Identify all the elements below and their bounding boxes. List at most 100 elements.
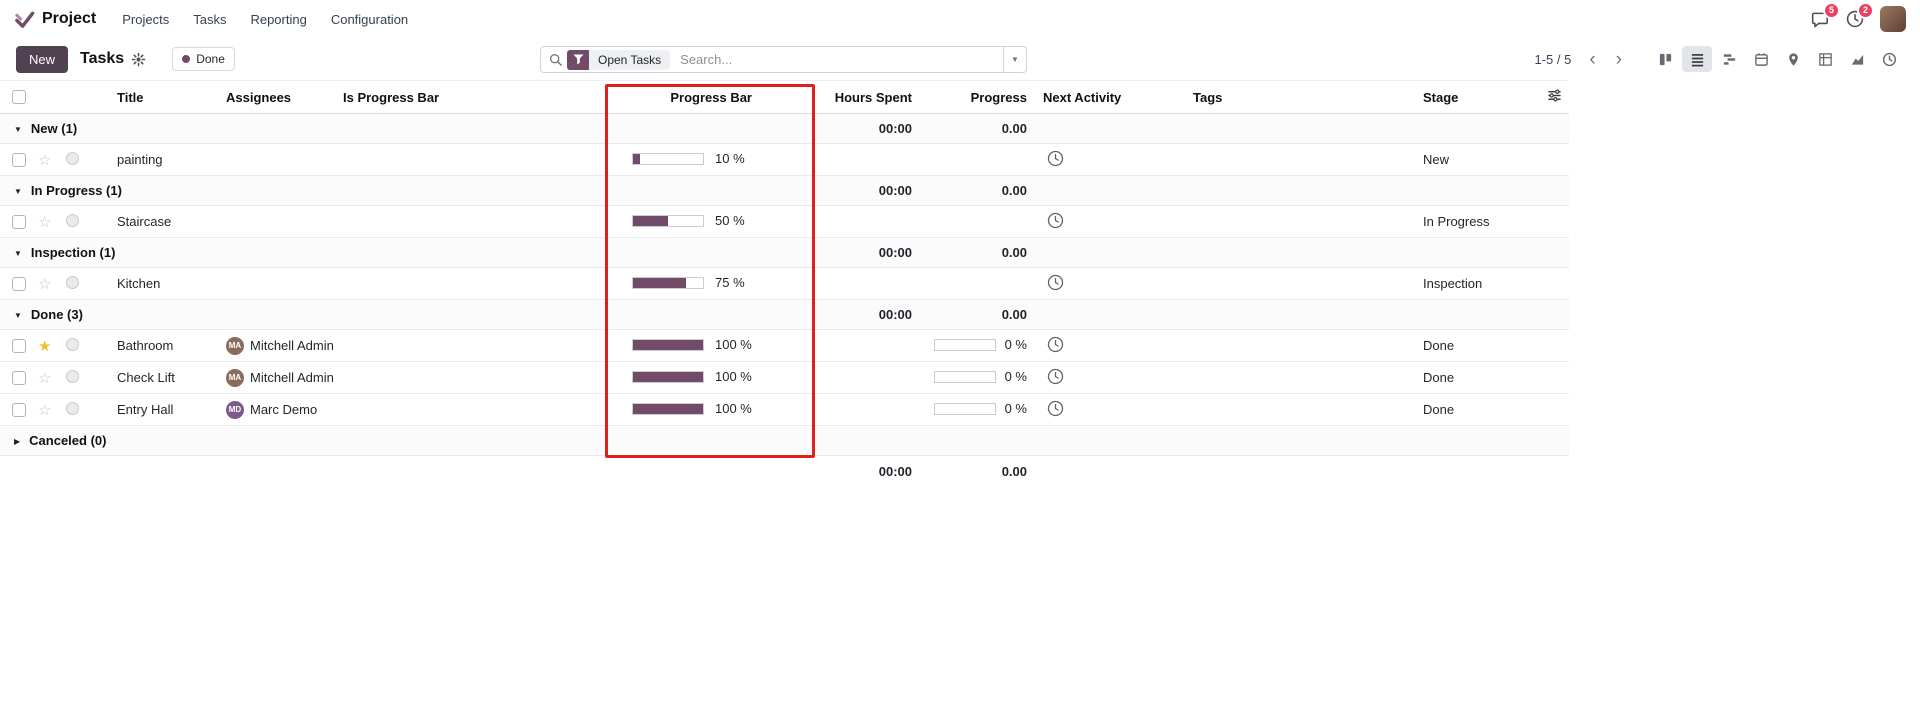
row-checkbox[interactable] — [12, 152, 26, 167]
priority-star-icon[interactable]: ☆ — [38, 369, 52, 387]
group-label: In Progress (1) — [30, 183, 122, 198]
select-all-checkbox[interactable] — [12, 90, 26, 104]
stage-indicator-pill[interactable]: Done — [172, 47, 235, 71]
filter-funnel-icon — [567, 49, 589, 70]
menu-item-configuration[interactable]: Configuration — [330, 11, 409, 27]
view-switch-list[interactable] — [1682, 46, 1712, 72]
task-state-icon[interactable] — [66, 369, 79, 383]
group-label: Canceled (0) — [29, 433, 107, 448]
next-activity-clock-icon[interactable] — [1043, 368, 1064, 385]
activities-badge: 2 — [1858, 4, 1872, 17]
priority-star-icon[interactable]: ★ — [38, 337, 52, 355]
group-header-row[interactable]: ▶ Canceled (0) — [0, 425, 1569, 456]
row-checkbox[interactable] — [12, 370, 26, 385]
new-button[interactable]: New — [16, 45, 69, 73]
group-hours-total: 00:00 — [760, 175, 920, 206]
view-switch-activity[interactable] — [1874, 46, 1904, 72]
col-assignees[interactable]: Assignees — [218, 80, 335, 114]
task-state-icon[interactable] — [66, 213, 79, 227]
next-activity-clock-icon[interactable] — [1043, 274, 1064, 291]
search-dropdown-toggle[interactable]: ▼ — [1003, 47, 1026, 72]
col-next-activity[interactable]: Next Activity — [1035, 80, 1185, 114]
view-switch-calendar[interactable] — [1746, 46, 1776, 72]
group-header-row[interactable]: ▼ Done (3) 00:00 0.00 — [0, 299, 1569, 330]
col-is-progress-bar[interactable]: Is Progress Bar — [335, 80, 590, 114]
caret-down-icon[interactable]: ▼ — [14, 187, 22, 197]
gear-icon[interactable] — [131, 52, 146, 67]
stage-label: Inspection — [1415, 267, 1547, 300]
priority-star-icon[interactable]: ☆ — [38, 213, 52, 231]
caret-down-icon[interactable]: ▼ — [14, 125, 22, 135]
col-tags[interactable]: Tags — [1185, 80, 1415, 114]
caret-right-icon[interactable]: ▶ — [14, 437, 21, 447]
total-hours-spent: 00:00 — [878, 464, 912, 480]
task-row[interactable]: ☆ painting 10 % New — [0, 143, 1569, 176]
activities-icon[interactable]: 2 — [1846, 4, 1872, 28]
view-switch-pivot[interactable] — [1810, 46, 1840, 72]
priority-star-icon[interactable]: ☆ — [38, 401, 52, 419]
group-progress-total: 0.00 — [920, 113, 1035, 144]
caret-down-icon[interactable]: ▼ — [14, 249, 22, 259]
col-stage[interactable]: Stage — [1415, 80, 1547, 114]
task-row[interactable]: ☆ Staircase 50 % In Progress — [0, 205, 1569, 238]
view-switch-map[interactable] — [1778, 46, 1808, 72]
view-switch-kanban[interactable] — [1650, 46, 1680, 72]
menu-item-projects[interactable]: Projects — [122, 11, 170, 27]
progress-mini-bar: 0 % — [933, 369, 1027, 384]
task-state-icon[interactable] — [66, 337, 79, 351]
col-progress[interactable]: Progress — [920, 80, 1035, 114]
task-row[interactable]: ☆ Kitchen 75 % Inspection — [0, 267, 1569, 300]
search-input[interactable] — [678, 51, 1003, 68]
next-activity-clock-icon[interactable] — [1043, 212, 1064, 229]
row-checkbox[interactable] — [12, 214, 26, 229]
task-state-icon[interactable] — [66, 151, 79, 165]
task-row[interactable]: ☆ Check Lift MA Mitchell Admin 100 % 0 % Done — [0, 361, 1569, 394]
stage-label: Done — [1415, 329, 1547, 362]
row-checkbox[interactable] — [12, 338, 26, 353]
pager-next-button[interactable]: › — [1610, 50, 1628, 69]
priority-star-icon[interactable]: ☆ — [38, 151, 52, 169]
next-activity-clock-icon[interactable] — [1043, 400, 1064, 417]
messages-badge: 5 — [1824, 3, 1838, 17]
group-header-row[interactable]: ▼ In Progress (1) 00:00 0.00 — [0, 175, 1569, 206]
row-checkbox[interactable] — [12, 276, 26, 291]
optional-columns-toggle[interactable] — [1547, 80, 1569, 114]
table-header-row: Title Assignees Is Progress Bar Progress… — [0, 80, 1569, 114]
col-star — [30, 80, 58, 114]
task-title[interactable]: Bathroom — [103, 329, 218, 362]
group-header-row[interactable]: ▼ New (1) 00:00 0.00 — [0, 113, 1569, 144]
menu-item-tasks[interactable]: Tasks — [193, 11, 227, 27]
view-switch-gantt[interactable] — [1714, 46, 1744, 72]
next-activity-clock-icon[interactable] — [1043, 150, 1064, 167]
user-avatar[interactable] — [1880, 6, 1906, 32]
group-header-row[interactable]: ▼ Inspection (1) 00:00 0.00 — [0, 237, 1569, 268]
stage-label: New — [1415, 143, 1547, 176]
task-title[interactable]: painting — [103, 143, 218, 176]
menu-item-reporting[interactable]: Reporting — [250, 11, 307, 27]
task-row[interactable]: ★ Bathroom MA Mitchell Admin 100 % 0 % Done — [0, 329, 1569, 362]
task-title[interactable]: Kitchen — [103, 267, 218, 300]
next-activity-clock-icon[interactable] — [1043, 336, 1064, 353]
priority-star-icon[interactable]: ☆ — [38, 275, 52, 293]
assignee-name: Mitchell Admin — [250, 338, 334, 354]
task-title[interactable]: Check Lift — [103, 361, 218, 394]
messages-icon[interactable]: 5 — [1811, 3, 1838, 29]
is-progress-bar-cell — [335, 393, 590, 426]
col-title[interactable]: Title — [103, 80, 218, 114]
task-title[interactable]: Staircase — [103, 205, 218, 238]
task-title[interactable]: Entry Hall — [103, 393, 218, 426]
app-brand[interactable]: Project — [14, 9, 96, 30]
group-progress-total: 0.00 — [920, 237, 1035, 268]
search-facet-open-tasks[interactable]: Open Tasks — [567, 49, 671, 70]
caret-down-icon[interactable]: ▼ — [14, 311, 22, 321]
progress-cell: 0 % — [920, 393, 1035, 426]
row-checkbox[interactable] — [12, 402, 26, 417]
col-hours-spent[interactable]: Hours Spent — [760, 80, 920, 114]
task-state-icon[interactable] — [66, 275, 79, 289]
task-state-icon[interactable] — [66, 401, 79, 415]
view-switch-graph[interactable] — [1842, 46, 1872, 72]
pager-previous-button[interactable]: ‹ — [1583, 50, 1601, 69]
col-progress-bar[interactable]: Progress Bar — [590, 80, 760, 114]
task-row[interactable]: ☆ Entry Hall MD Marc Demo 100 % 0 % Done — [0, 393, 1569, 426]
assignee-name: Marc Demo — [250, 402, 318, 418]
